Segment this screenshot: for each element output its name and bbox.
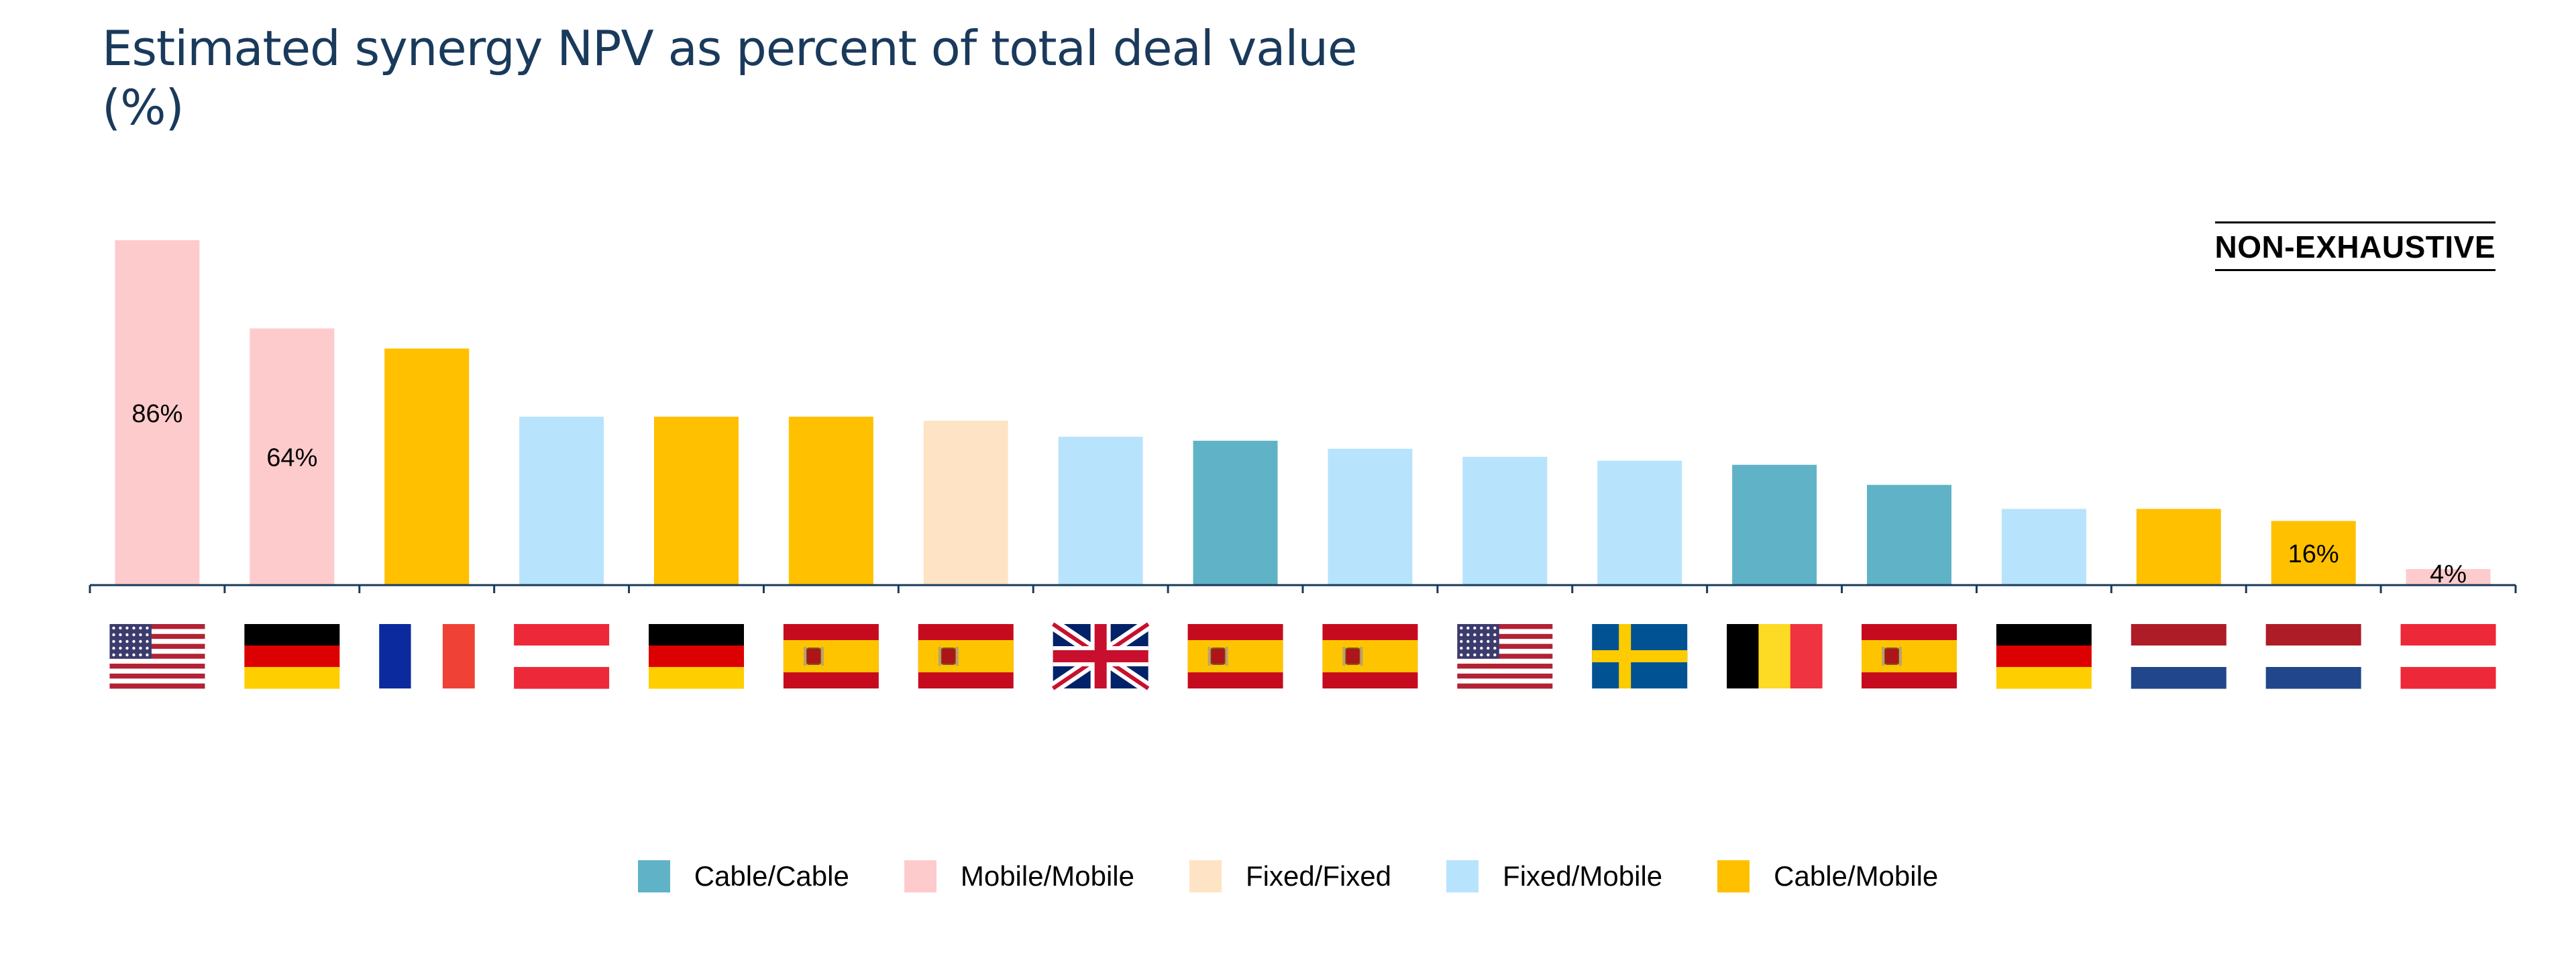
legend-swatch — [1189, 860, 1222, 892]
bar — [1597, 460, 1682, 585]
flag-es-icon — [918, 624, 1014, 688]
bar — [923, 420, 1008, 585]
bar — [1867, 484, 1951, 585]
bar — [1462, 456, 1548, 585]
flag-fr-icon — [379, 624, 475, 688]
legend-label: Fixed/Fixed — [1245, 860, 1392, 892]
legend-label: Cable/Cable — [694, 860, 849, 892]
bar — [2271, 521, 2356, 585]
non-exhaustive-badge: NON-EXHAUSTIVE — [2214, 221, 2496, 271]
legend-item: Cable/Cable — [637, 860, 849, 892]
flag-nl-icon — [2131, 624, 2226, 689]
flag-us-icon — [109, 624, 205, 689]
flag-nl-icon — [2265, 624, 2361, 689]
flag-us-icon — [1457, 624, 1553, 689]
chart-title: Estimated synergy NPV as percent of tota… — [102, 19, 1511, 137]
flag-be-icon — [1727, 624, 1823, 688]
bar — [1058, 436, 1143, 585]
bar-data-label: 86% — [131, 400, 182, 428]
legend-swatch — [904, 860, 936, 892]
chart-title-line-1: Estimated synergy NPV as percent of tota… — [102, 20, 1357, 76]
bar — [1732, 464, 1817, 585]
flag-es-icon — [1322, 624, 1418, 688]
legend-swatch — [1717, 860, 1750, 892]
legend-item: Mobile/Mobile — [904, 860, 1134, 892]
bar — [2406, 569, 2491, 585]
bar — [1193, 440, 1278, 585]
flag-at-icon — [514, 624, 610, 689]
legend-swatch — [637, 860, 670, 892]
legend-item: Fixed/Mobile — [1446, 860, 1662, 892]
flag-es-icon — [1187, 624, 1283, 688]
bar — [2136, 509, 2221, 585]
flag-de-icon — [244, 624, 340, 689]
legend-label: Cable/Mobile — [1774, 860, 1939, 892]
bar-data-label: 4% — [2430, 560, 2467, 588]
flag-se-icon — [1592, 624, 1688, 688]
bar — [384, 348, 470, 585]
flag-es-icon — [1862, 624, 1957, 688]
legend-item: Cable/Mobile — [1717, 860, 1938, 892]
legend-label: Fixed/Mobile — [1503, 860, 1663, 892]
flag-at-icon — [2400, 624, 2496, 689]
flag-de-icon — [1996, 624, 2092, 689]
legend-item: Fixed/Fixed — [1189, 860, 1391, 892]
bar — [788, 416, 873, 585]
bar — [250, 328, 335, 585]
legend-swatch — [1446, 860, 1479, 892]
bar — [115, 240, 200, 585]
bar-data-label: 64% — [266, 444, 317, 472]
chart-legend: Cable/Cable Mobile/Mobile Fixed/Fixed Fixed… — [0, 860, 2576, 892]
bar — [519, 416, 604, 585]
legend-label: Mobile/Mobile — [960, 860, 1134, 892]
flag-es-icon — [783, 624, 879, 688]
chart-title-line-2: (%) — [102, 79, 184, 136]
bar-data-label: 16% — [2288, 540, 2339, 568]
bar — [2001, 509, 2086, 585]
flag-de-icon — [649, 624, 744, 689]
bar-chart: 86% 64% 16% 4% — [89, 240, 2517, 694]
bar — [1328, 448, 1413, 585]
bar — [654, 416, 739, 585]
flag-gb-icon — [1049, 619, 1152, 694]
